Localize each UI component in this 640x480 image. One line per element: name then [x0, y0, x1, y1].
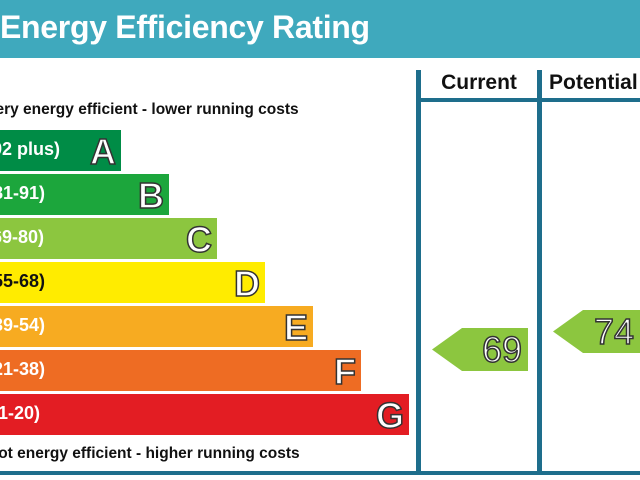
band-letter-g: G — [375, 394, 405, 435]
potential-rating-arrow-value: 74 — [593, 310, 635, 353]
band-letter-d: D — [233, 262, 261, 303]
divider-left — [416, 70, 421, 475]
current-rating-arrow: 69 — [432, 328, 528, 371]
band-a: (92 plus) A — [0, 130, 121, 171]
band-range-a: (92 plus) — [0, 139, 61, 159]
band-letter-c: C — [185, 218, 213, 259]
band-range-g: (1-20) — [0, 403, 41, 423]
band-e: (39-54) E — [0, 306, 313, 347]
current-rating-arrow-value: 69 — [481, 328, 523, 371]
band-range-e: (39-54) — [0, 315, 46, 335]
band-letter-e: E — [283, 306, 309, 347]
band-range-b: (81-91) — [0, 183, 46, 203]
bottom-border — [0, 471, 640, 475]
band-letter-f: F — [333, 350, 357, 391]
potential-column-header: Potential — [549, 71, 638, 94]
bottom-note: Not energy efficient - higher running co… — [0, 445, 300, 462]
band-c: (69-80) C — [0, 218, 217, 259]
band-range-f: (21-38) — [0, 359, 46, 379]
band-letter-b: B — [137, 174, 165, 215]
band-b: (81-91) B — [0, 174, 169, 215]
divider-middle — [537, 70, 542, 475]
band-letter-a: A — [89, 130, 117, 171]
page-title: Energy Efficiency Rating — [0, 9, 370, 45]
header-row-divider — [416, 98, 640, 102]
band-f: (21-38) F — [0, 350, 361, 391]
band-d: (55-68) D — [0, 262, 265, 303]
header-bar: Energy Efficiency Rating — [0, 0, 640, 58]
band-range-c: (69-80) — [0, 227, 45, 247]
top-note: Very energy efficient - lower running co… — [0, 101, 299, 118]
band-range-d: (55-68) — [0, 271, 46, 291]
potential-rating-arrow: 74 — [553, 310, 640, 353]
current-column-header: Current — [441, 71, 517, 94]
band-g: (1-20) G — [0, 394, 409, 435]
